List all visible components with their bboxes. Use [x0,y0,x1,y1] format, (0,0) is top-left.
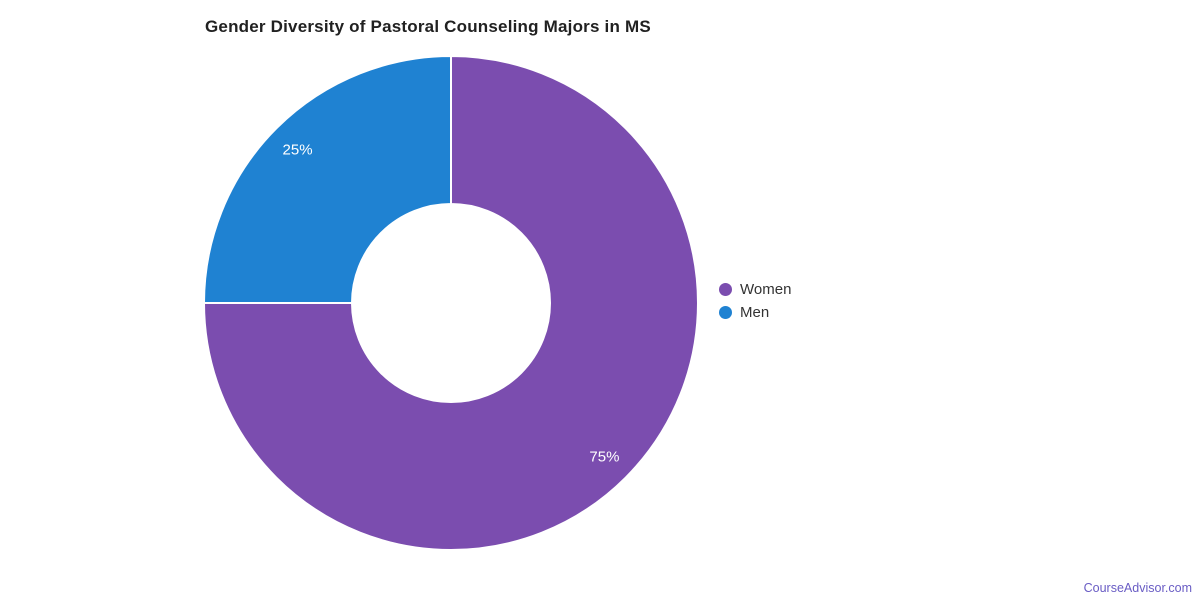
slice-percent-label-men: 25% [283,142,313,159]
legend-marker-icon [719,283,732,296]
pie-slice-men[interactable] [203,55,452,304]
legend-item-men[interactable]: Men [719,303,791,322]
legend-item-women[interactable]: Women [719,280,791,299]
courseadvisor-credit-link[interactable]: CourseAdvisor.com [1083,581,1192,595]
slice-percent-label-women: 75% [589,448,619,465]
pie-slice-women[interactable] [203,55,699,551]
legend-label: Men [740,304,770,321]
chart-title: Gender Diversity of Pastoral Counseling … [205,17,651,36]
legend-label: Women [740,281,792,298]
legend-marker-icon [719,306,732,319]
legend: Women Men [719,280,791,322]
